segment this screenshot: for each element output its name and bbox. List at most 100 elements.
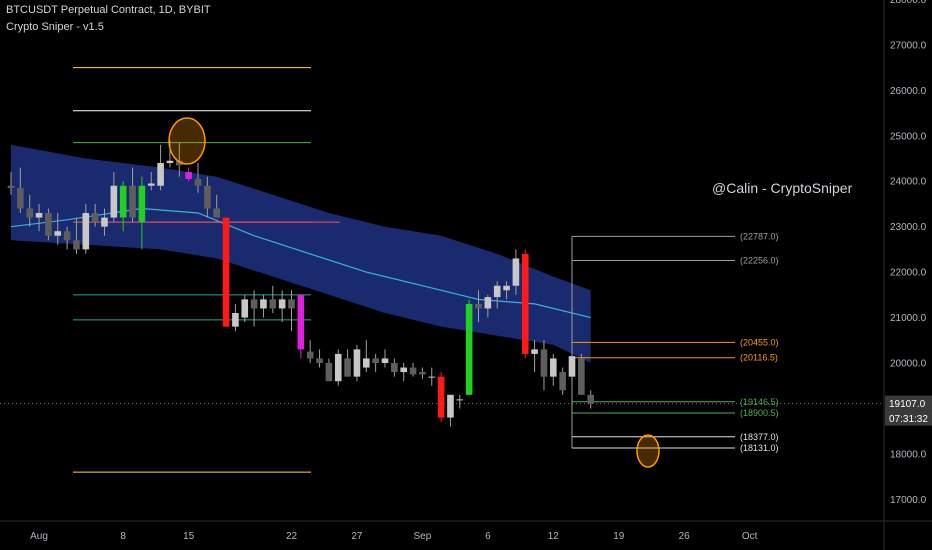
level-label: (19146.5) [740, 397, 779, 407]
candle-body [288, 299, 295, 309]
candle-body [316, 358, 323, 363]
candle-body [334, 353, 342, 382]
candle-body [391, 363, 398, 373]
candle-body [437, 376, 445, 418]
chart-title: BTCUSDT Perpetual Contract, 1D, BYBIT [6, 4, 211, 16]
level-label: (22787.0) [740, 231, 779, 241]
candle-body [447, 394, 454, 418]
x-tick-label: 8 [120, 531, 126, 542]
y-tick-label: 25000.0 [890, 131, 927, 142]
y-tick-label: 28000.0 [890, 0, 927, 6]
candle-body [35, 213, 43, 218]
candle-body [260, 299, 267, 309]
candle-body [17, 188, 24, 209]
candle-body [185, 172, 192, 179]
y-tick-label: 22000.0 [890, 268, 927, 279]
candle-body [568, 356, 576, 377]
candle-body [269, 299, 277, 309]
candle-body [119, 185, 127, 218]
candle-body [176, 160, 183, 166]
candle-body [166, 160, 174, 164]
x-tick-label: 19 [613, 531, 625, 542]
countdown-label: 07:31:32 [889, 414, 928, 425]
candle-body [503, 285, 510, 291]
level-label: (20116.5) [740, 353, 778, 363]
y-tick-label: 17000.0 [890, 495, 927, 506]
candle-body [129, 185, 136, 218]
candle-body [73, 240, 80, 250]
candle-body [54, 231, 62, 236]
candle-body [45, 213, 52, 236]
candle-body [222, 217, 230, 327]
candle-body [63, 231, 71, 241]
candle-body [213, 208, 220, 218]
candle-body [297, 294, 305, 350]
candle-body [521, 253, 529, 354]
candle-body [587, 394, 594, 404]
candle-body [157, 163, 164, 186]
watermark: @Calin - CryptoSniper [712, 180, 853, 196]
candle-body [232, 313, 239, 327]
candle-body [138, 185, 146, 223]
candle-body [306, 351, 314, 359]
candle-body [475, 303, 482, 309]
envelope-band [11, 144, 591, 363]
candle-body [400, 367, 407, 373]
candle-body [325, 363, 333, 382]
candle-body [344, 358, 351, 377]
y-tick-label: 21000.0 [890, 313, 927, 324]
candle-body [91, 213, 99, 223]
candle-body [101, 217, 108, 227]
y-tick-label: 18000.0 [890, 449, 927, 460]
level-label: (20455.0) [740, 337, 779, 347]
candle-body [484, 297, 492, 309]
y-tick-label: 24000.0 [890, 177, 927, 188]
candle-body [26, 208, 33, 218]
signal-circle [636, 434, 660, 468]
x-tick-label: Sep [414, 531, 432, 542]
countdown-box [885, 410, 932, 426]
x-tick-label: 27 [351, 531, 363, 542]
candle-body [278, 299, 286, 309]
current-price-label: 19107.0 [889, 399, 926, 410]
candle-body [7, 185, 15, 189]
candle-body [456, 399, 464, 401]
candle-body [204, 185, 211, 209]
level-label: (18131.0) [740, 443, 779, 453]
candle-body [194, 178, 202, 186]
level-label: (18900.5) [740, 408, 779, 418]
x-tick-label: 6 [485, 531, 491, 542]
candle-body [372, 358, 379, 363]
x-tick-label: 22 [286, 531, 298, 542]
candle-body [381, 358, 389, 363]
candle-body [559, 372, 566, 391]
y-tick-label: 26000.0 [890, 86, 927, 97]
level-label: (22256.0) [740, 255, 779, 265]
candle-body [493, 285, 501, 298]
candle-body [110, 185, 118, 218]
x-tick-label: Oct [742, 531, 758, 542]
candle-body [465, 303, 473, 395]
candle-body [578, 358, 585, 395]
candle-body [550, 358, 557, 377]
x-tick-label: 15 [183, 531, 195, 542]
candle-body [531, 349, 538, 354]
signal-circle [168, 117, 206, 165]
level-label: (18377.0) [740, 432, 779, 442]
candle-body [353, 349, 361, 377]
candle-body [428, 376, 436, 378]
x-tick-label: 12 [548, 531, 560, 542]
y-tick-label: 27000.0 [890, 40, 927, 51]
candle-body [147, 183, 155, 186]
indicator-name: Crypto Sniper - v1.5 [6, 21, 104, 33]
candle-body [409, 367, 417, 375]
candle-body [419, 372, 426, 375]
price-box [885, 395, 932, 411]
candle-body [241, 299, 249, 318]
x-tick-label: Aug [30, 531, 48, 542]
candle-body [540, 349, 548, 377]
candle-body [512, 258, 520, 286]
candle-body [82, 213, 90, 250]
y-tick-label: 20000.0 [890, 359, 927, 370]
